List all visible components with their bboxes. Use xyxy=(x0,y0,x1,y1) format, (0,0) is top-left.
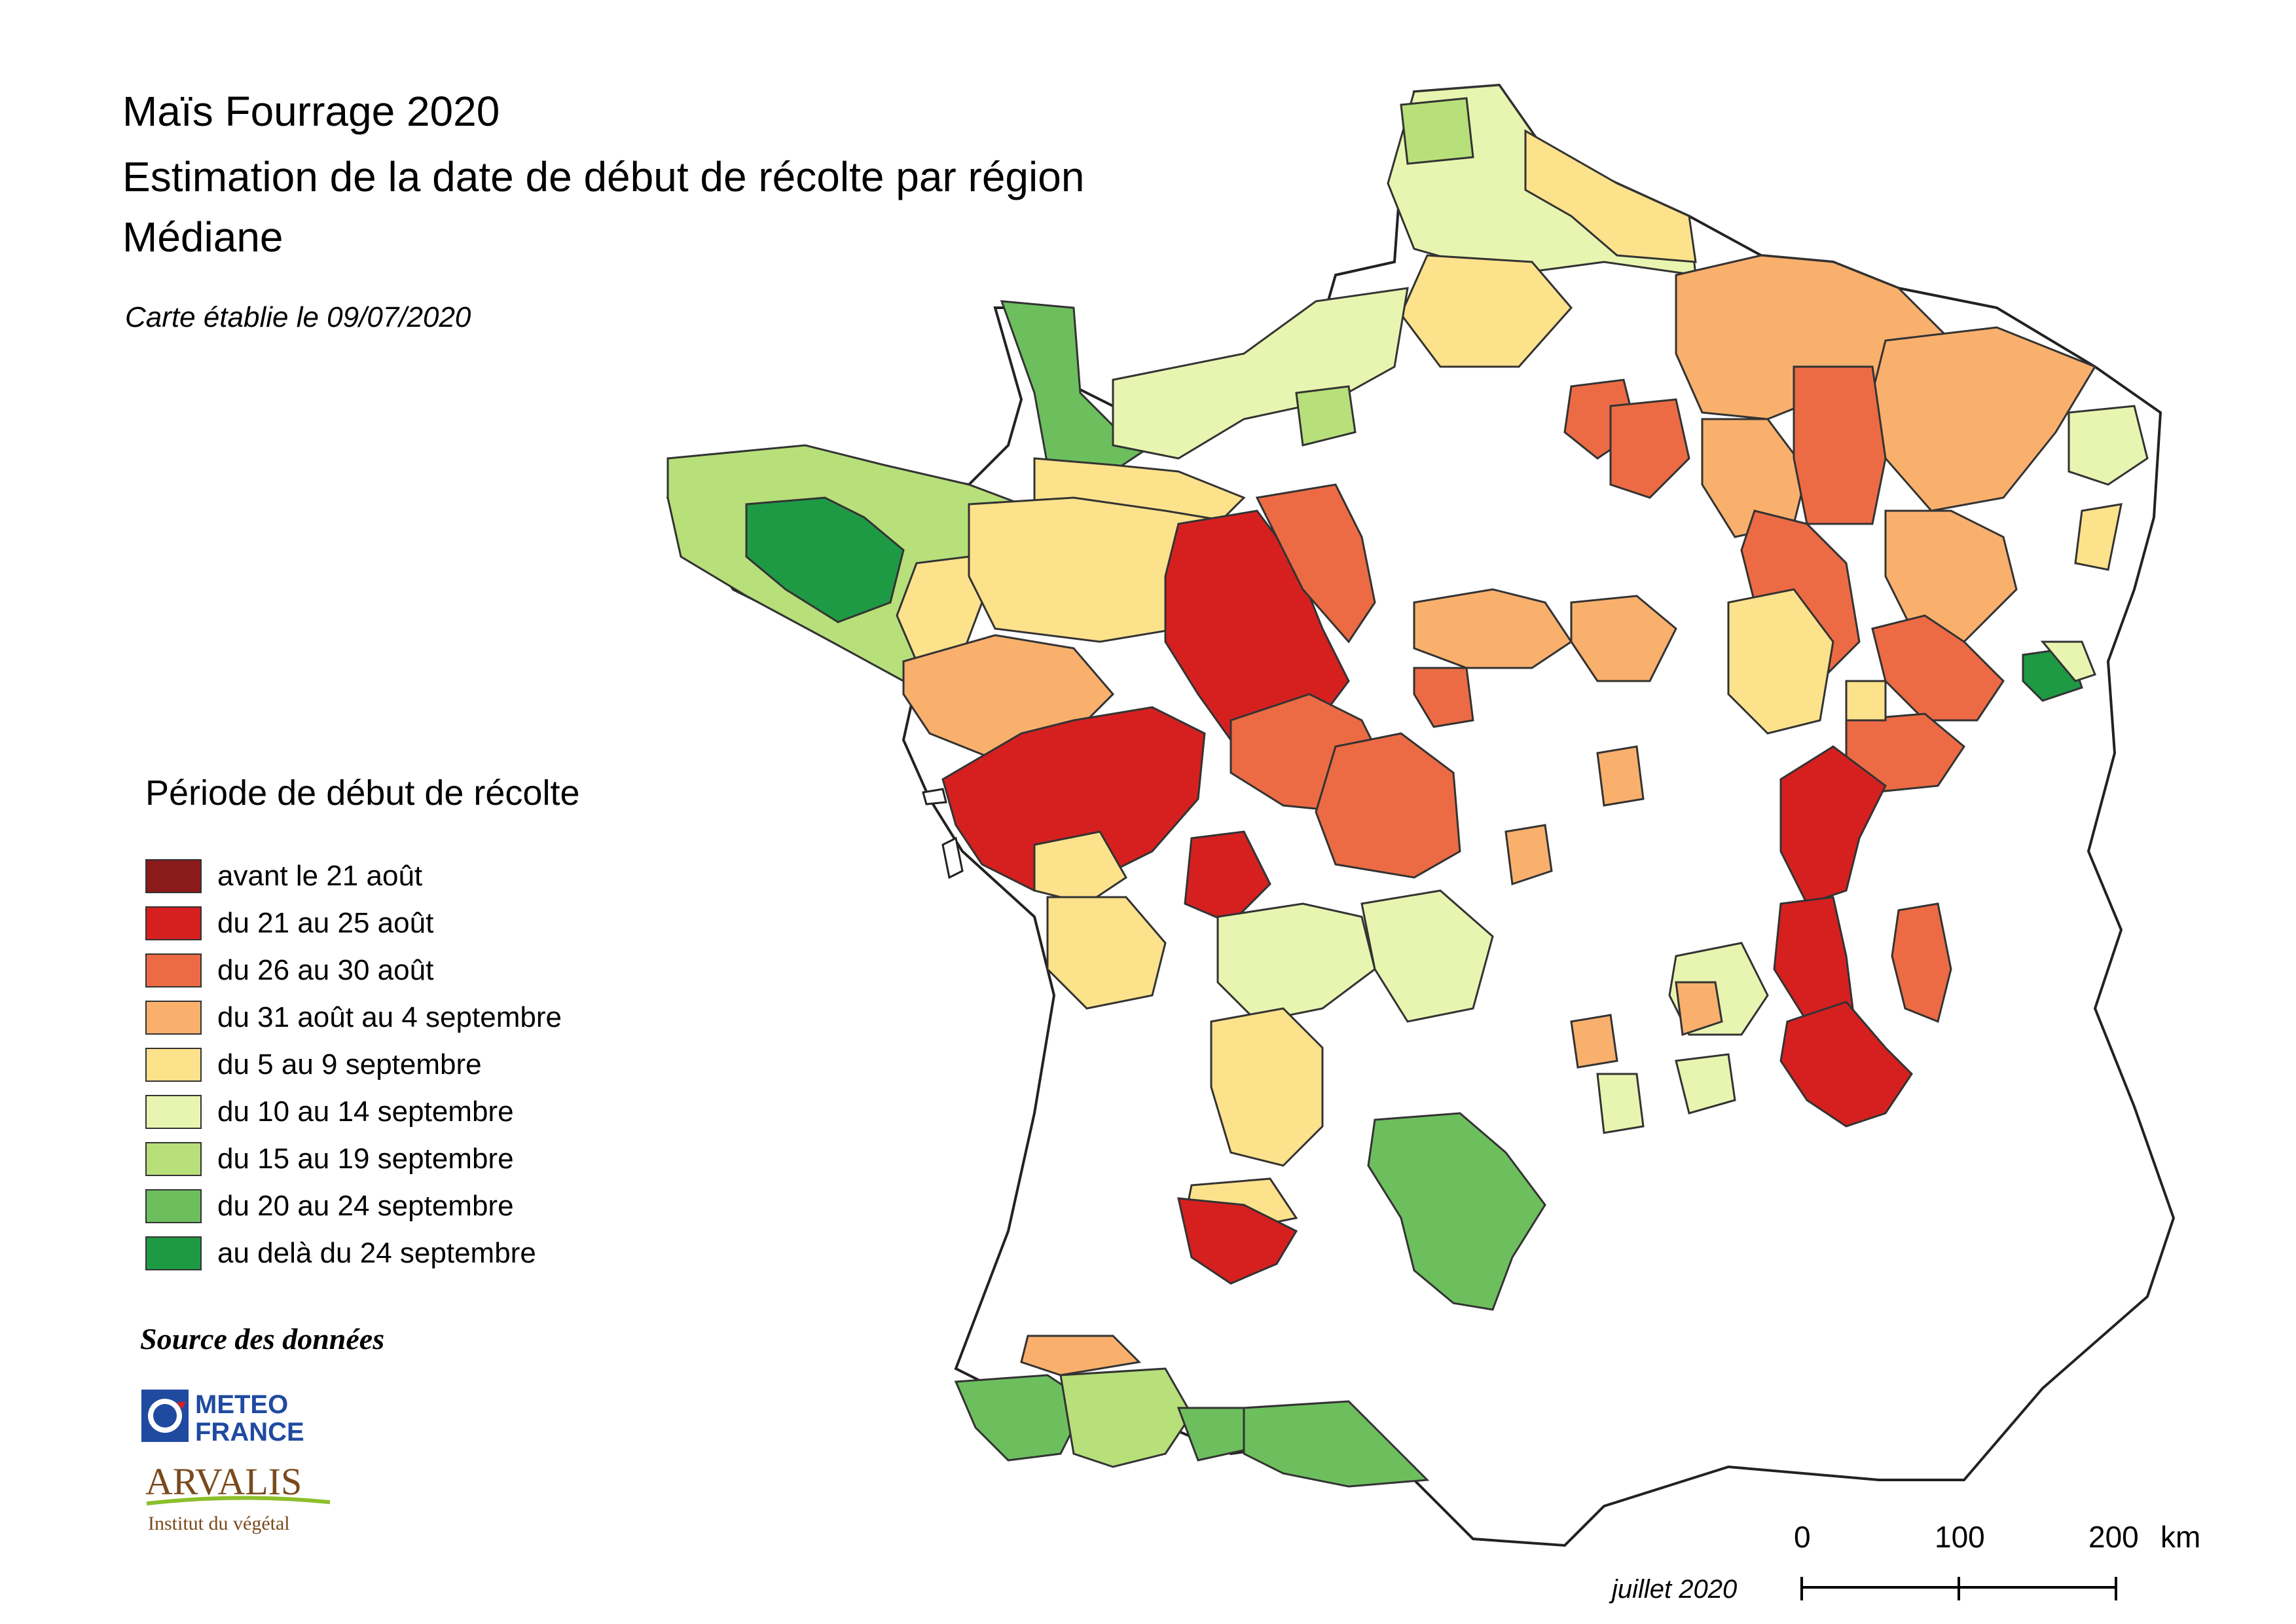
region-limousin-red xyxy=(1184,830,1271,925)
region-indre-orange xyxy=(1315,732,1461,879)
legend-label: du 5 au 9 septembre xyxy=(217,1048,482,1080)
region-cher-orange xyxy=(1596,745,1645,807)
region-brittany-dark xyxy=(745,496,905,623)
region-puy-orange xyxy=(1570,1014,1618,1069)
legend-label: du 21 au 25 août xyxy=(217,907,434,939)
legend-swatch xyxy=(145,906,202,940)
meteo-line-1: METEO xyxy=(195,1390,288,1419)
region-ardeche-light xyxy=(1675,1053,1736,1115)
legend-item: du 10 au 14 septembre xyxy=(145,1088,562,1135)
map-title-line-3: Médiane xyxy=(122,213,283,261)
legend-swatch xyxy=(145,1095,202,1129)
region-jura-yellow xyxy=(1845,680,1887,722)
legend-label: du 15 au 19 septembre xyxy=(217,1143,514,1175)
legend-label: du 20 au 24 septembre xyxy=(217,1190,514,1222)
map-title-line-1: Maïs Fourrage 2020 xyxy=(122,88,500,135)
legend-item: du 31 août au 4 septembre xyxy=(145,994,562,1041)
arvalis-line-1: ARVALIS xyxy=(145,1460,302,1503)
region-limousin-yellow xyxy=(1210,1007,1324,1167)
scale-tick-100: 100 xyxy=(1935,1520,1985,1554)
region-swiss-border-light xyxy=(2040,640,2096,682)
region-normandy-light xyxy=(1112,287,1409,460)
region-auvergne-light-2 xyxy=(1360,889,1494,1023)
region-pyrenees-green-east xyxy=(1243,1400,1430,1488)
region-auvergne-light xyxy=(1216,902,1376,1023)
region-rhone-red-south xyxy=(1779,1001,1913,1128)
legend-label: du 31 août au 4 septembre xyxy=(217,1001,562,1033)
source-title: Source des données xyxy=(140,1322,385,1356)
region-nievre-orange xyxy=(1413,667,1474,728)
legend-label: au delà du 24 septembre xyxy=(217,1237,536,1269)
island-oleron xyxy=(941,836,964,879)
legend-item: avant le 21 août xyxy=(145,853,562,900)
region-north-green xyxy=(1400,97,1474,165)
region-normandy-green-small xyxy=(1295,385,1357,447)
region-rhone-red-north xyxy=(1779,745,1887,905)
legend-swatch xyxy=(145,953,202,987)
region-pyrenees-green-west xyxy=(954,1374,1088,1462)
region-north-yellow xyxy=(1524,129,1697,263)
map-date-subtitle: Carte établie le 09/07/2020 xyxy=(125,301,471,333)
legend-label: du 26 au 30 août xyxy=(217,954,434,986)
legend-label: avant le 21 août xyxy=(217,860,423,892)
island-re xyxy=(922,788,947,805)
region-lorraine-red xyxy=(1793,365,1887,525)
map-date-label: juillet 2020 xyxy=(1612,1575,1738,1604)
scale-unit: km xyxy=(2160,1520,2201,1554)
legend-swatch xyxy=(145,1142,202,1176)
legend-title: Période de début de récolte xyxy=(145,773,580,813)
legend-label: du 10 au 14 septembre xyxy=(217,1096,514,1128)
region-yonne-orange xyxy=(1570,595,1677,682)
meteo-france-logo: METEO FRANCE xyxy=(141,1390,304,1445)
scale-tick-0: 0 xyxy=(1794,1520,1811,1554)
region-cote-dor-yellow xyxy=(1727,588,1834,735)
region-idf-orange-2 xyxy=(1609,398,1690,499)
legend-swatch xyxy=(145,859,202,893)
region-loiret-orange xyxy=(1413,588,1573,669)
arvalis-line-2: Institut du végétal xyxy=(148,1513,290,1534)
legend-swatch xyxy=(145,1236,202,1270)
map-title-line-2: Estimation de la date de début de récolt… xyxy=(122,153,1085,200)
region-poitou-yellow xyxy=(1033,830,1127,905)
legend-item: du 20 au 24 septembre xyxy=(145,1183,562,1230)
region-alsace-yellow xyxy=(2074,503,2123,571)
region-cantal-green xyxy=(1367,1112,1546,1311)
meteo-line-2: FRANCE xyxy=(195,1418,304,1445)
legend-item: du 5 au 9 septembre xyxy=(145,1041,562,1088)
legend-item: au delà du 24 septembre xyxy=(145,1230,562,1277)
region-vendee-red xyxy=(941,706,1206,892)
region-charente-yellow xyxy=(1046,896,1167,1010)
legend-swatch xyxy=(145,1001,202,1035)
region-pyrenees-light xyxy=(1059,1367,1193,1468)
region-centre-orange xyxy=(1255,483,1376,644)
legend-item: du 15 au 19 septembre xyxy=(145,1135,562,1183)
region-loire-orange-2 xyxy=(1675,981,1723,1037)
region-alsace-light xyxy=(2068,405,2149,486)
scale-line xyxy=(1800,1577,2117,1600)
legend-swatch xyxy=(145,1048,202,1082)
region-vosges-orange xyxy=(1884,509,2018,643)
arvalis-logo: ARVALIS Institut du végétal xyxy=(145,1460,331,1534)
legend: avant le 21 août du 21 au 25 août du 26 au… xyxy=(145,853,562,1277)
region-haute-loire-light xyxy=(1596,1073,1645,1134)
legend-swatch xyxy=(145,1189,202,1223)
region-isere-orange xyxy=(1891,902,1952,1024)
region-allier-orange xyxy=(1504,824,1553,886)
region-lot-red xyxy=(1177,1197,1298,1285)
region-landes-orange xyxy=(1020,1335,1142,1376)
region-franche-orange xyxy=(1871,614,2005,722)
legend-item: du 21 au 25 août xyxy=(145,900,562,947)
scale-bar: 0 100 200 km xyxy=(1794,1519,2213,1611)
scale-tick-200: 200 xyxy=(2088,1520,2139,1554)
legend-item: du 26 au 30 août xyxy=(145,947,562,994)
